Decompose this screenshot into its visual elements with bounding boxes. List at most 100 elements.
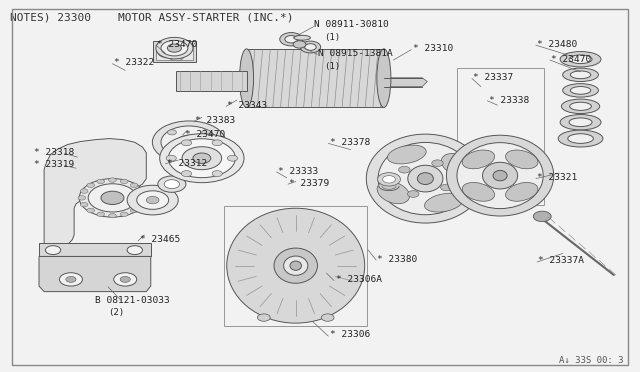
Ellipse shape (424, 193, 463, 212)
Ellipse shape (156, 37, 193, 59)
Ellipse shape (161, 126, 217, 158)
Text: N 08911-30810: N 08911-30810 (314, 20, 388, 29)
Bar (176, 71, 246, 92)
Text: * 23333: * 23333 (278, 167, 319, 176)
Ellipse shape (274, 248, 317, 283)
Text: B 08121-03033: B 08121-03033 (95, 296, 170, 305)
Ellipse shape (506, 183, 538, 201)
Text: * 23321: * 23321 (537, 173, 577, 182)
Ellipse shape (193, 153, 211, 163)
Circle shape (440, 184, 452, 191)
Text: * 23337: * 23337 (473, 73, 513, 82)
Circle shape (79, 179, 146, 217)
Text: * 23306A: * 23306A (336, 275, 382, 284)
Text: * 23465: * 23465 (140, 235, 180, 244)
Text: * 23470: * 23470 (551, 55, 591, 64)
Circle shape (202, 130, 211, 135)
Circle shape (140, 196, 147, 200)
Circle shape (131, 183, 138, 187)
Ellipse shape (447, 135, 554, 216)
Bar (458, 68, 543, 205)
Circle shape (378, 173, 401, 186)
Circle shape (101, 191, 124, 205)
Circle shape (168, 130, 177, 135)
Ellipse shape (561, 99, 600, 113)
Circle shape (212, 140, 222, 146)
Circle shape (321, 314, 334, 321)
Ellipse shape (560, 115, 601, 130)
Polygon shape (39, 256, 151, 292)
Circle shape (120, 212, 128, 217)
Ellipse shape (570, 87, 591, 94)
Circle shape (158, 176, 186, 192)
Circle shape (120, 276, 131, 282)
Circle shape (399, 166, 410, 173)
Circle shape (202, 150, 211, 155)
Polygon shape (44, 138, 147, 250)
Text: * 23310: * 23310 (413, 44, 453, 53)
Ellipse shape (294, 35, 310, 40)
Circle shape (383, 176, 396, 183)
Circle shape (147, 196, 159, 204)
Text: * 23312: * 23312 (167, 158, 207, 167)
Circle shape (137, 189, 145, 193)
Circle shape (280, 33, 303, 46)
Ellipse shape (366, 134, 484, 223)
Text: * 23470: * 23470 (184, 129, 225, 139)
Ellipse shape (506, 150, 538, 169)
Ellipse shape (227, 208, 365, 323)
Ellipse shape (563, 84, 598, 97)
Circle shape (114, 273, 137, 286)
Ellipse shape (182, 147, 221, 170)
Circle shape (166, 155, 176, 161)
Circle shape (78, 196, 86, 200)
Ellipse shape (493, 170, 507, 181)
Text: * 23337A: * 23337A (538, 256, 584, 265)
Circle shape (158, 46, 178, 58)
Text: * 23319: * 23319 (34, 160, 74, 169)
Text: * 23480: * 23480 (537, 40, 577, 49)
Circle shape (60, 273, 83, 286)
Text: * 23318: * 23318 (34, 148, 74, 157)
Ellipse shape (483, 162, 518, 189)
Circle shape (533, 211, 551, 222)
Text: * 23338: * 23338 (489, 96, 529, 105)
Circle shape (432, 160, 444, 167)
Circle shape (88, 184, 137, 212)
Ellipse shape (378, 142, 472, 215)
Ellipse shape (570, 71, 591, 78)
Ellipse shape (417, 173, 433, 185)
Text: * 23470: * 23470 (157, 40, 197, 49)
Circle shape (109, 178, 116, 182)
Circle shape (127, 185, 178, 215)
Ellipse shape (408, 165, 443, 192)
Circle shape (169, 52, 184, 61)
Text: * 23343: * 23343 (227, 101, 268, 110)
Circle shape (285, 36, 298, 43)
Ellipse shape (558, 130, 603, 147)
Text: (1): (1) (324, 33, 340, 42)
Text: * 23322: * 23322 (115, 58, 155, 67)
Polygon shape (384, 78, 428, 87)
Ellipse shape (569, 55, 592, 64)
Ellipse shape (168, 139, 236, 178)
Ellipse shape (290, 261, 301, 270)
Circle shape (305, 44, 316, 50)
Ellipse shape (177, 135, 201, 149)
Text: * 23378: * 23378 (330, 138, 370, 147)
Circle shape (97, 212, 104, 217)
Circle shape (80, 202, 88, 207)
Circle shape (87, 208, 95, 213)
Circle shape (97, 179, 104, 184)
Text: * 23383: * 23383 (195, 116, 236, 125)
Ellipse shape (462, 183, 495, 201)
Circle shape (120, 179, 128, 184)
Circle shape (109, 214, 116, 218)
Ellipse shape (293, 41, 306, 48)
Circle shape (181, 140, 191, 146)
Circle shape (181, 171, 191, 177)
Ellipse shape (457, 142, 543, 209)
Text: A↓ 33S 00: 3: A↓ 33S 00: 3 (559, 356, 623, 365)
Bar (246, 49, 384, 108)
Ellipse shape (377, 49, 391, 108)
